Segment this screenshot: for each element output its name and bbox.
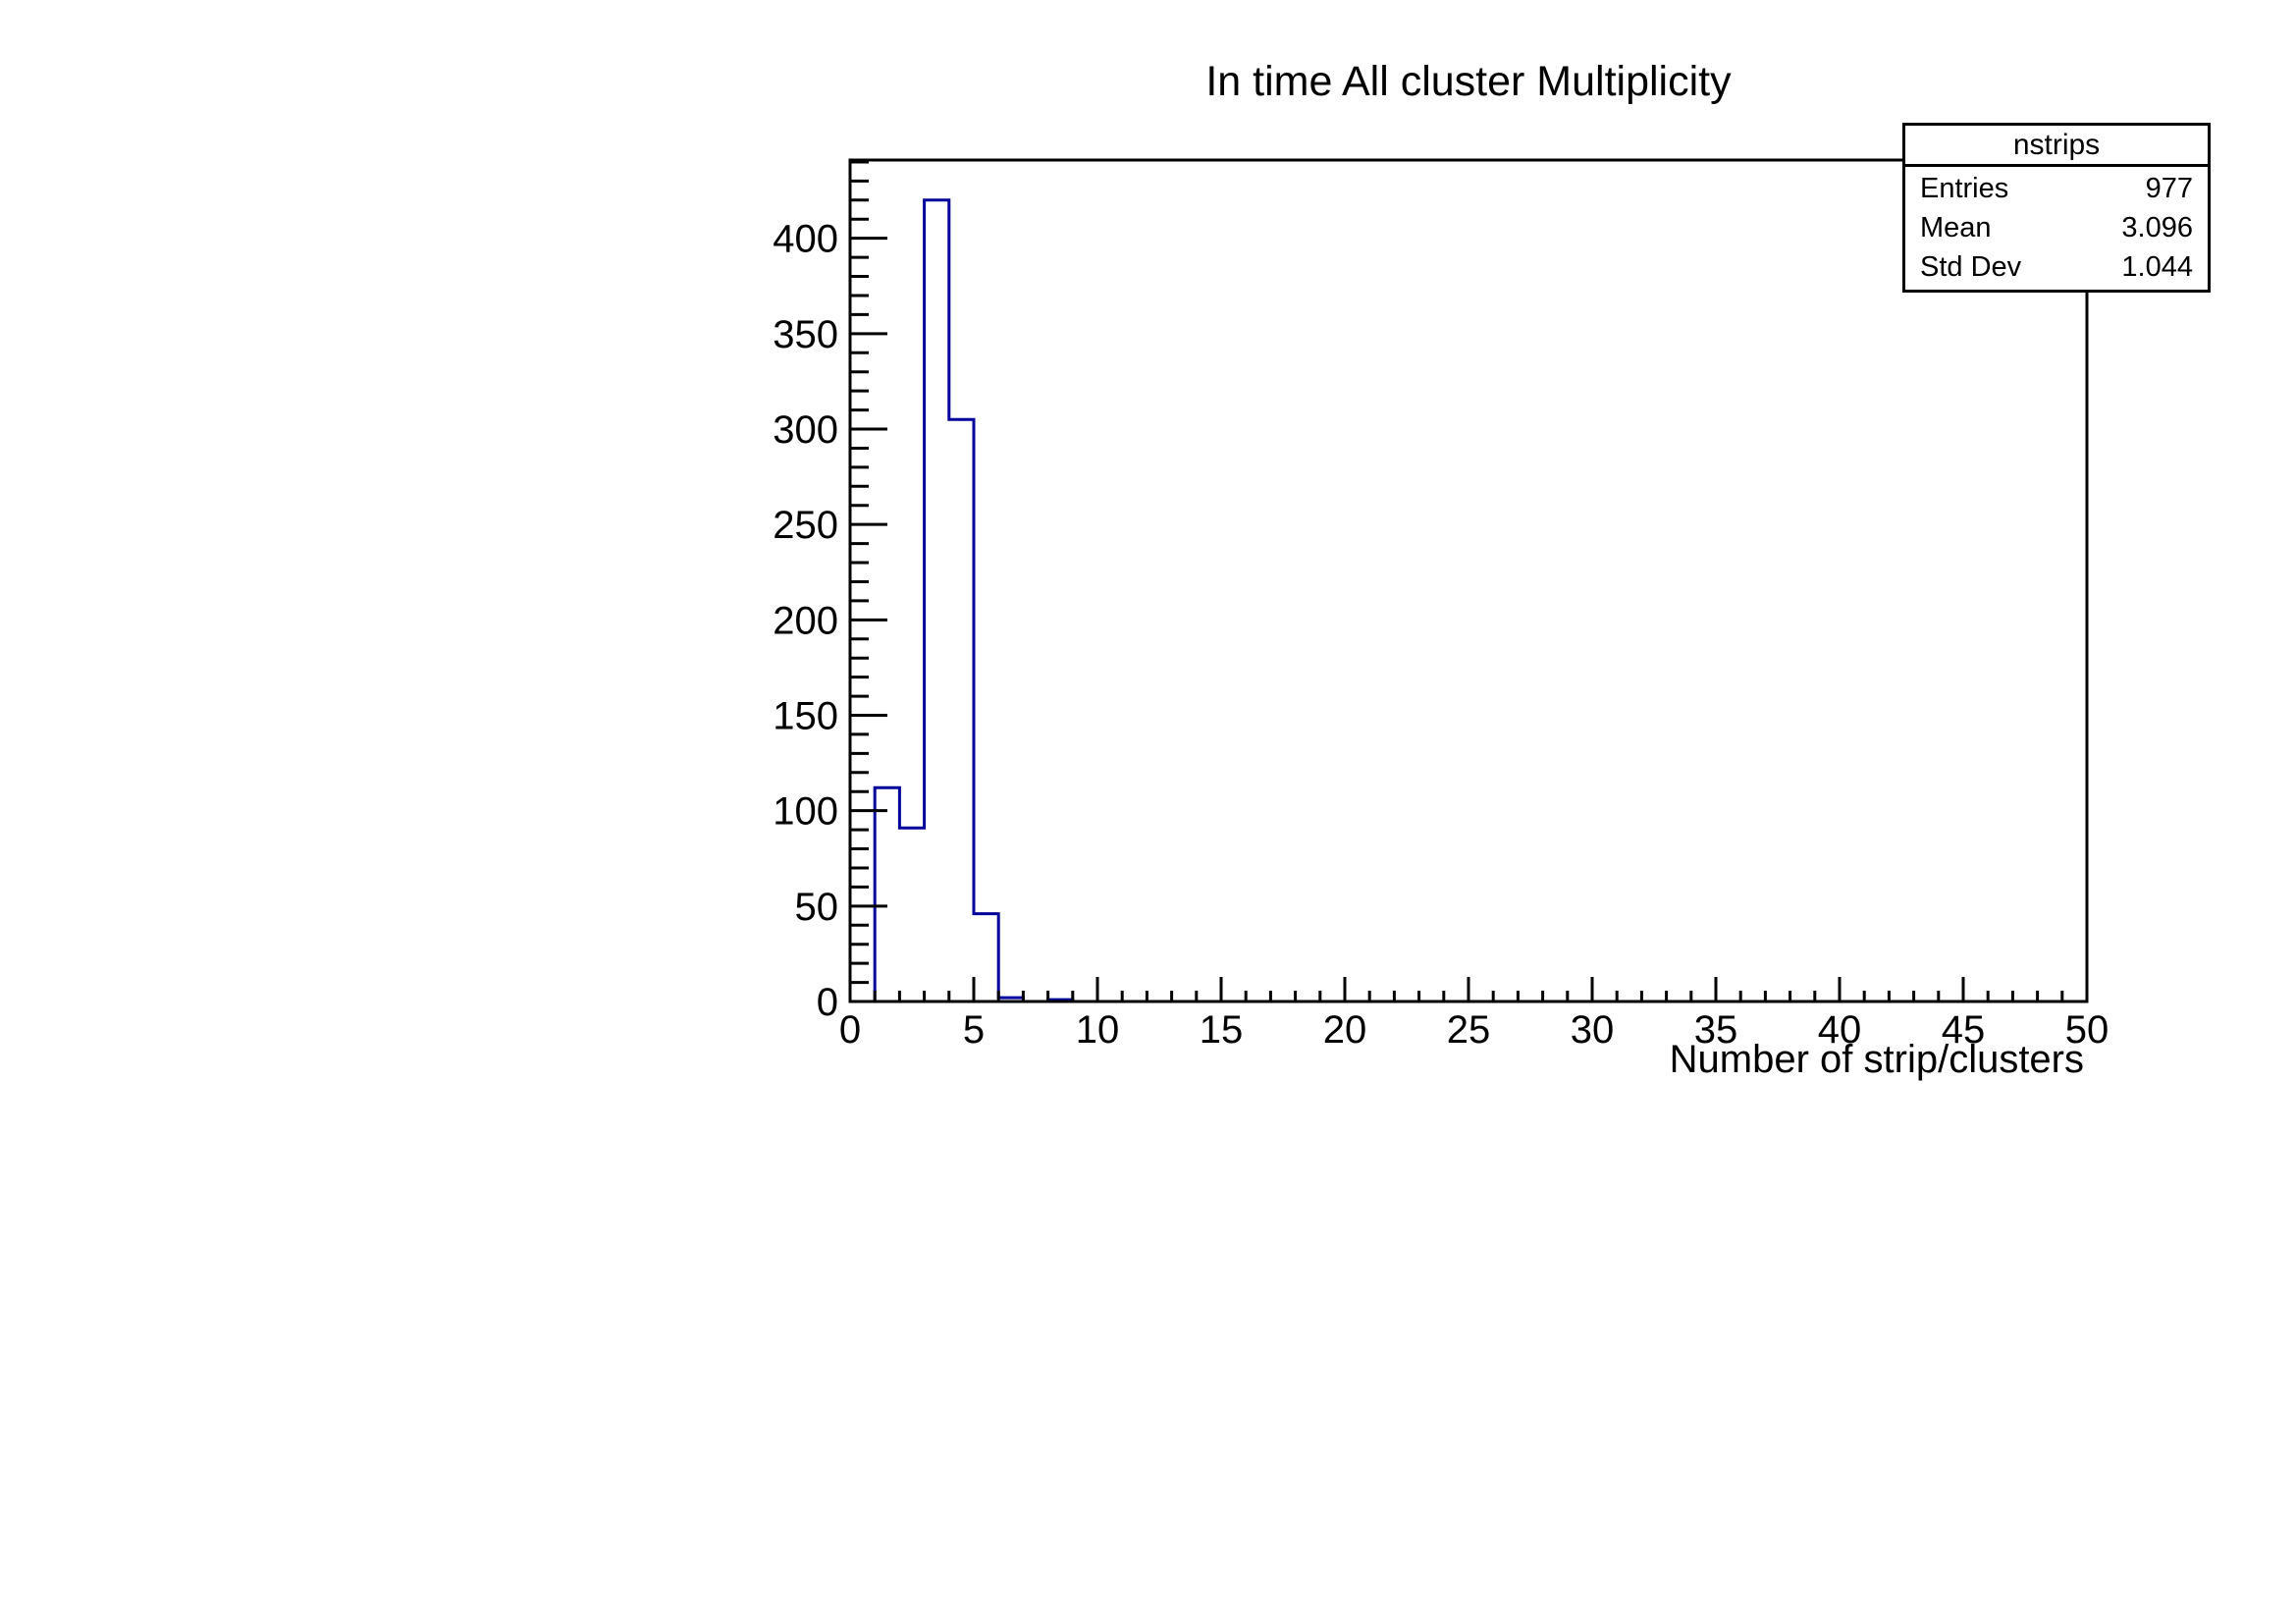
y-tick-label: 150 [773,695,838,738]
x-tick-label: 5 [963,1008,985,1052]
stats-label-mean: Mean [1920,211,1992,243]
x-tick-label: 10 [1076,1008,1120,1052]
y-tick-label: 200 [773,599,838,642]
chart-title: In time All cluster Multiplicity [1205,58,1732,105]
x-tick-label: 45 [1942,1008,1986,1052]
plot-frame [848,158,2089,1003]
x-tick-label: 35 [1694,1008,1738,1052]
x-axis-title: Number of strip/clusters [1669,1038,2084,1081]
x-tick-label: 50 [2065,1008,2109,1052]
x-tick-label: 0 [839,1008,861,1052]
stats-box-title: nstrips [1905,126,2208,167]
stats-row-entries: Entries 977 [1905,169,2208,208]
y-tick-label: 100 [773,790,838,834]
x-tick-label: 25 [1447,1008,1491,1052]
stats-rows: Entries 977 Mean 3.096 Std Dev 1.044 [1905,167,2208,290]
y-tick-label: 400 [773,218,838,261]
stats-row-mean: Mean 3.096 [1905,208,2208,247]
stats-value-mean: 3.096 [2121,211,2193,243]
y-tick-label: 50 [795,886,839,929]
x-tick-label: 40 [1818,1008,1862,1052]
stats-value-stddev: 1.044 [2121,251,2193,284]
stats-label-entries: Entries [1920,172,2009,204]
stats-value-entries: 977 [2145,172,2193,204]
x-tick-label: 30 [1571,1008,1615,1052]
stats-row-stddev: Std Dev 1.044 [1905,248,2208,288]
stats-box: nstrips Entries 977 Mean 3.096 Std Dev 1… [1902,123,2211,293]
y-tick-label: 250 [773,504,838,547]
x-tick-label: 15 [1200,1008,1244,1052]
y-tick-label: 0 [817,981,838,1024]
histogram-line [850,198,2087,1003]
stats-label-stddev: Std Dev [1920,251,2022,284]
y-tick-label: 350 [773,313,838,356]
x-tick-label: 20 [1323,1008,1367,1052]
y-tick-label: 300 [773,408,838,452]
